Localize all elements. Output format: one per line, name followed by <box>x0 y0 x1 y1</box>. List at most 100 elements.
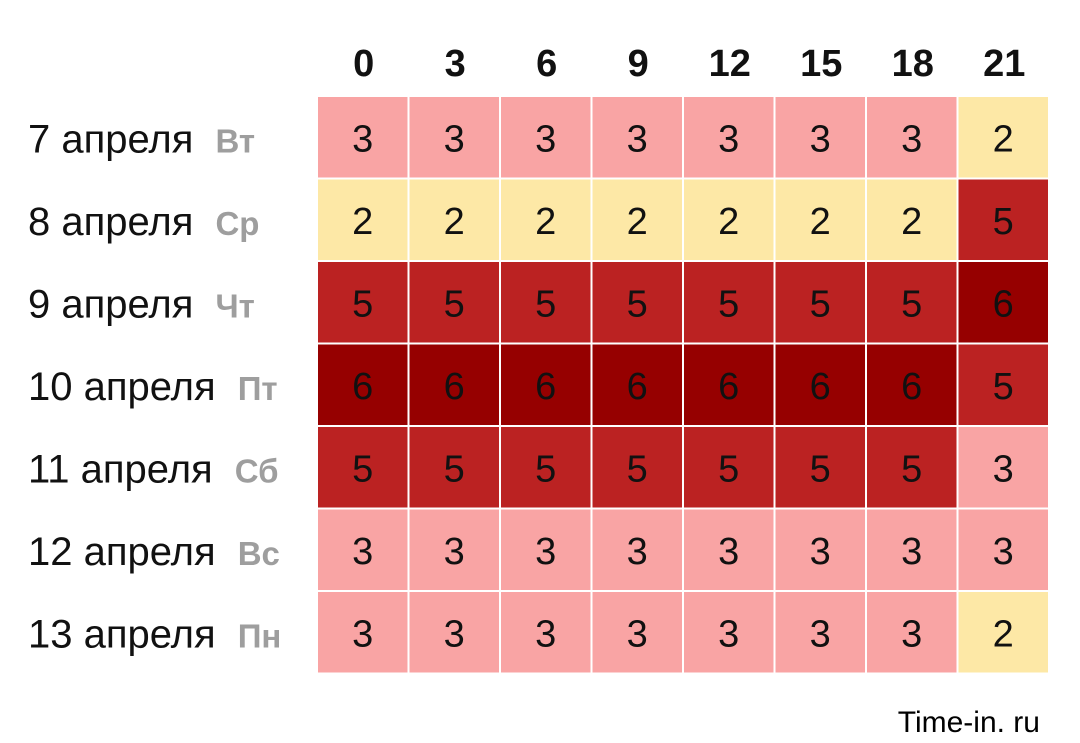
row-day-label: Ср <box>215 205 259 242</box>
heatmap-cell <box>501 262 591 343</box>
cell-value-label: 5 <box>535 283 556 325</box>
heatmap-cell <box>501 97 591 178</box>
heatmap-cell <box>501 179 591 260</box>
heatmap-cell <box>409 592 499 673</box>
heatmap-cell <box>867 179 957 260</box>
heatmap-cell <box>958 262 1048 343</box>
cell-value-label: 3 <box>810 613 831 655</box>
cell-value-label: 2 <box>901 201 922 243</box>
row-labels: 7 апреля Вт 8 апреля Ср 9 апреля Чт 10 апреля П… <box>28 117 281 656</box>
cell-value-label: 6 <box>535 366 556 408</box>
cell-value-label: 2 <box>352 201 373 243</box>
column-label: 12 <box>709 43 751 85</box>
heatmap-cell <box>867 509 957 590</box>
heatmap-cell <box>592 262 682 343</box>
cell-value-label: 2 <box>810 201 831 243</box>
heatmap-cell <box>867 344 957 425</box>
cell-value-label: 2 <box>627 201 648 243</box>
heatmap-cell <box>867 592 957 673</box>
heatmap-cell <box>684 97 774 178</box>
heatmap-cell <box>501 344 591 425</box>
cell-value-label: 5 <box>352 448 373 490</box>
heatmap-cell <box>775 179 865 260</box>
row-day-label: Пн <box>238 617 282 654</box>
cell-value-label: 3 <box>901 118 922 160</box>
heatmap-cell <box>958 97 1048 178</box>
heatmap-cell <box>775 262 865 343</box>
heatmap-cell <box>592 427 682 508</box>
cell-value-label: 2 <box>535 201 556 243</box>
cell-value-label: 6 <box>352 366 373 408</box>
heatmap-cell <box>409 427 499 508</box>
heatmap-cell <box>775 97 865 178</box>
heatmap-cell <box>684 427 774 508</box>
cell-value-label: 3 <box>352 613 373 655</box>
cell-value-label: 5 <box>352 283 373 325</box>
cell-value-label: 3 <box>444 531 465 573</box>
cell-value-label: 2 <box>993 613 1014 655</box>
heatmap-cell <box>958 509 1048 590</box>
cell-value-label: 5 <box>901 448 922 490</box>
column-label: 21 <box>983 43 1025 85</box>
cell-value-label: 2 <box>718 201 739 243</box>
cell-value-label: 3 <box>352 118 373 160</box>
column-label: 3 <box>445 43 466 85</box>
heatmap-cell <box>592 179 682 260</box>
heatmap-cell <box>958 179 1048 260</box>
cell-value-label: 3 <box>535 613 556 655</box>
heatmap-cell <box>684 262 774 343</box>
row-day-label: Вс <box>238 535 280 572</box>
heatmap-cell <box>867 427 957 508</box>
cell-value-label: 3 <box>535 118 556 160</box>
heatmap-cell <box>684 509 774 590</box>
cell-value-label: 6 <box>901 366 922 408</box>
heatmap-cell <box>775 592 865 673</box>
row-day-label: Сб <box>235 452 279 489</box>
heatmap-cell <box>775 344 865 425</box>
cell-value-label: 3 <box>810 118 831 160</box>
cell-value-label: 6 <box>993 283 1014 325</box>
heatmap-cell <box>318 592 408 673</box>
heatmap-cell <box>409 262 499 343</box>
cell-value-label: 3 <box>352 531 373 573</box>
heatmap-cell <box>409 509 499 590</box>
cell-value-label: 5 <box>444 283 465 325</box>
heatmap-cell <box>592 509 682 590</box>
heatmap-cell <box>501 427 591 508</box>
heatmap-cell <box>592 592 682 673</box>
source-label: Time-in. ru <box>898 706 1040 739</box>
row-date-label: 9 апреля <box>28 282 193 326</box>
heatmap-cell <box>775 509 865 590</box>
cell-value-label: 3 <box>810 531 831 573</box>
row-date-label: 12 апреля <box>28 530 216 574</box>
cell-value-label: 3 <box>535 531 556 573</box>
row-day-label: Чт <box>215 287 254 324</box>
cell-value-label: 5 <box>718 448 739 490</box>
cell-value-label: 2 <box>444 201 465 243</box>
row-date-label: 10 апреля <box>28 365 216 409</box>
heatmap-cell <box>318 344 408 425</box>
heatmap-cell <box>867 97 957 178</box>
cell-value-label: 5 <box>627 448 648 490</box>
heatmap-cell <box>684 179 774 260</box>
heatmap-cell <box>501 509 591 590</box>
heatmap-cell <box>592 344 682 425</box>
heatmap-cell <box>318 427 408 508</box>
cell-value-label: 5 <box>810 448 831 490</box>
heatmap-cells: 3 3 3 3 3 3 3 2 2 2 2 2 2 2 2 5 5 5 5 5 5 5 5 6 6 6 6 6 6 6 6 5 5 5 5 5 5 5 5 3… <box>318 97 1048 673</box>
cell-value-label: 2 <box>993 118 1014 160</box>
cell-value-label: 6 <box>627 366 648 408</box>
cell-value-label: 5 <box>993 201 1014 243</box>
cell-value-label: 5 <box>535 448 556 490</box>
cell-value-label: 3 <box>718 531 739 573</box>
heatmap-cell <box>318 262 408 343</box>
cell-value-label: 5 <box>718 283 739 325</box>
column-labels: 0 3 6 9 12 15 18 21 <box>353 43 1025 85</box>
row-day-label: Пт <box>238 370 278 407</box>
heatmap-cell <box>958 427 1048 508</box>
cell-value-label: 5 <box>627 283 648 325</box>
heatmap-cell <box>318 97 408 178</box>
heatmap-cell <box>501 592 591 673</box>
column-label: 9 <box>628 43 649 85</box>
